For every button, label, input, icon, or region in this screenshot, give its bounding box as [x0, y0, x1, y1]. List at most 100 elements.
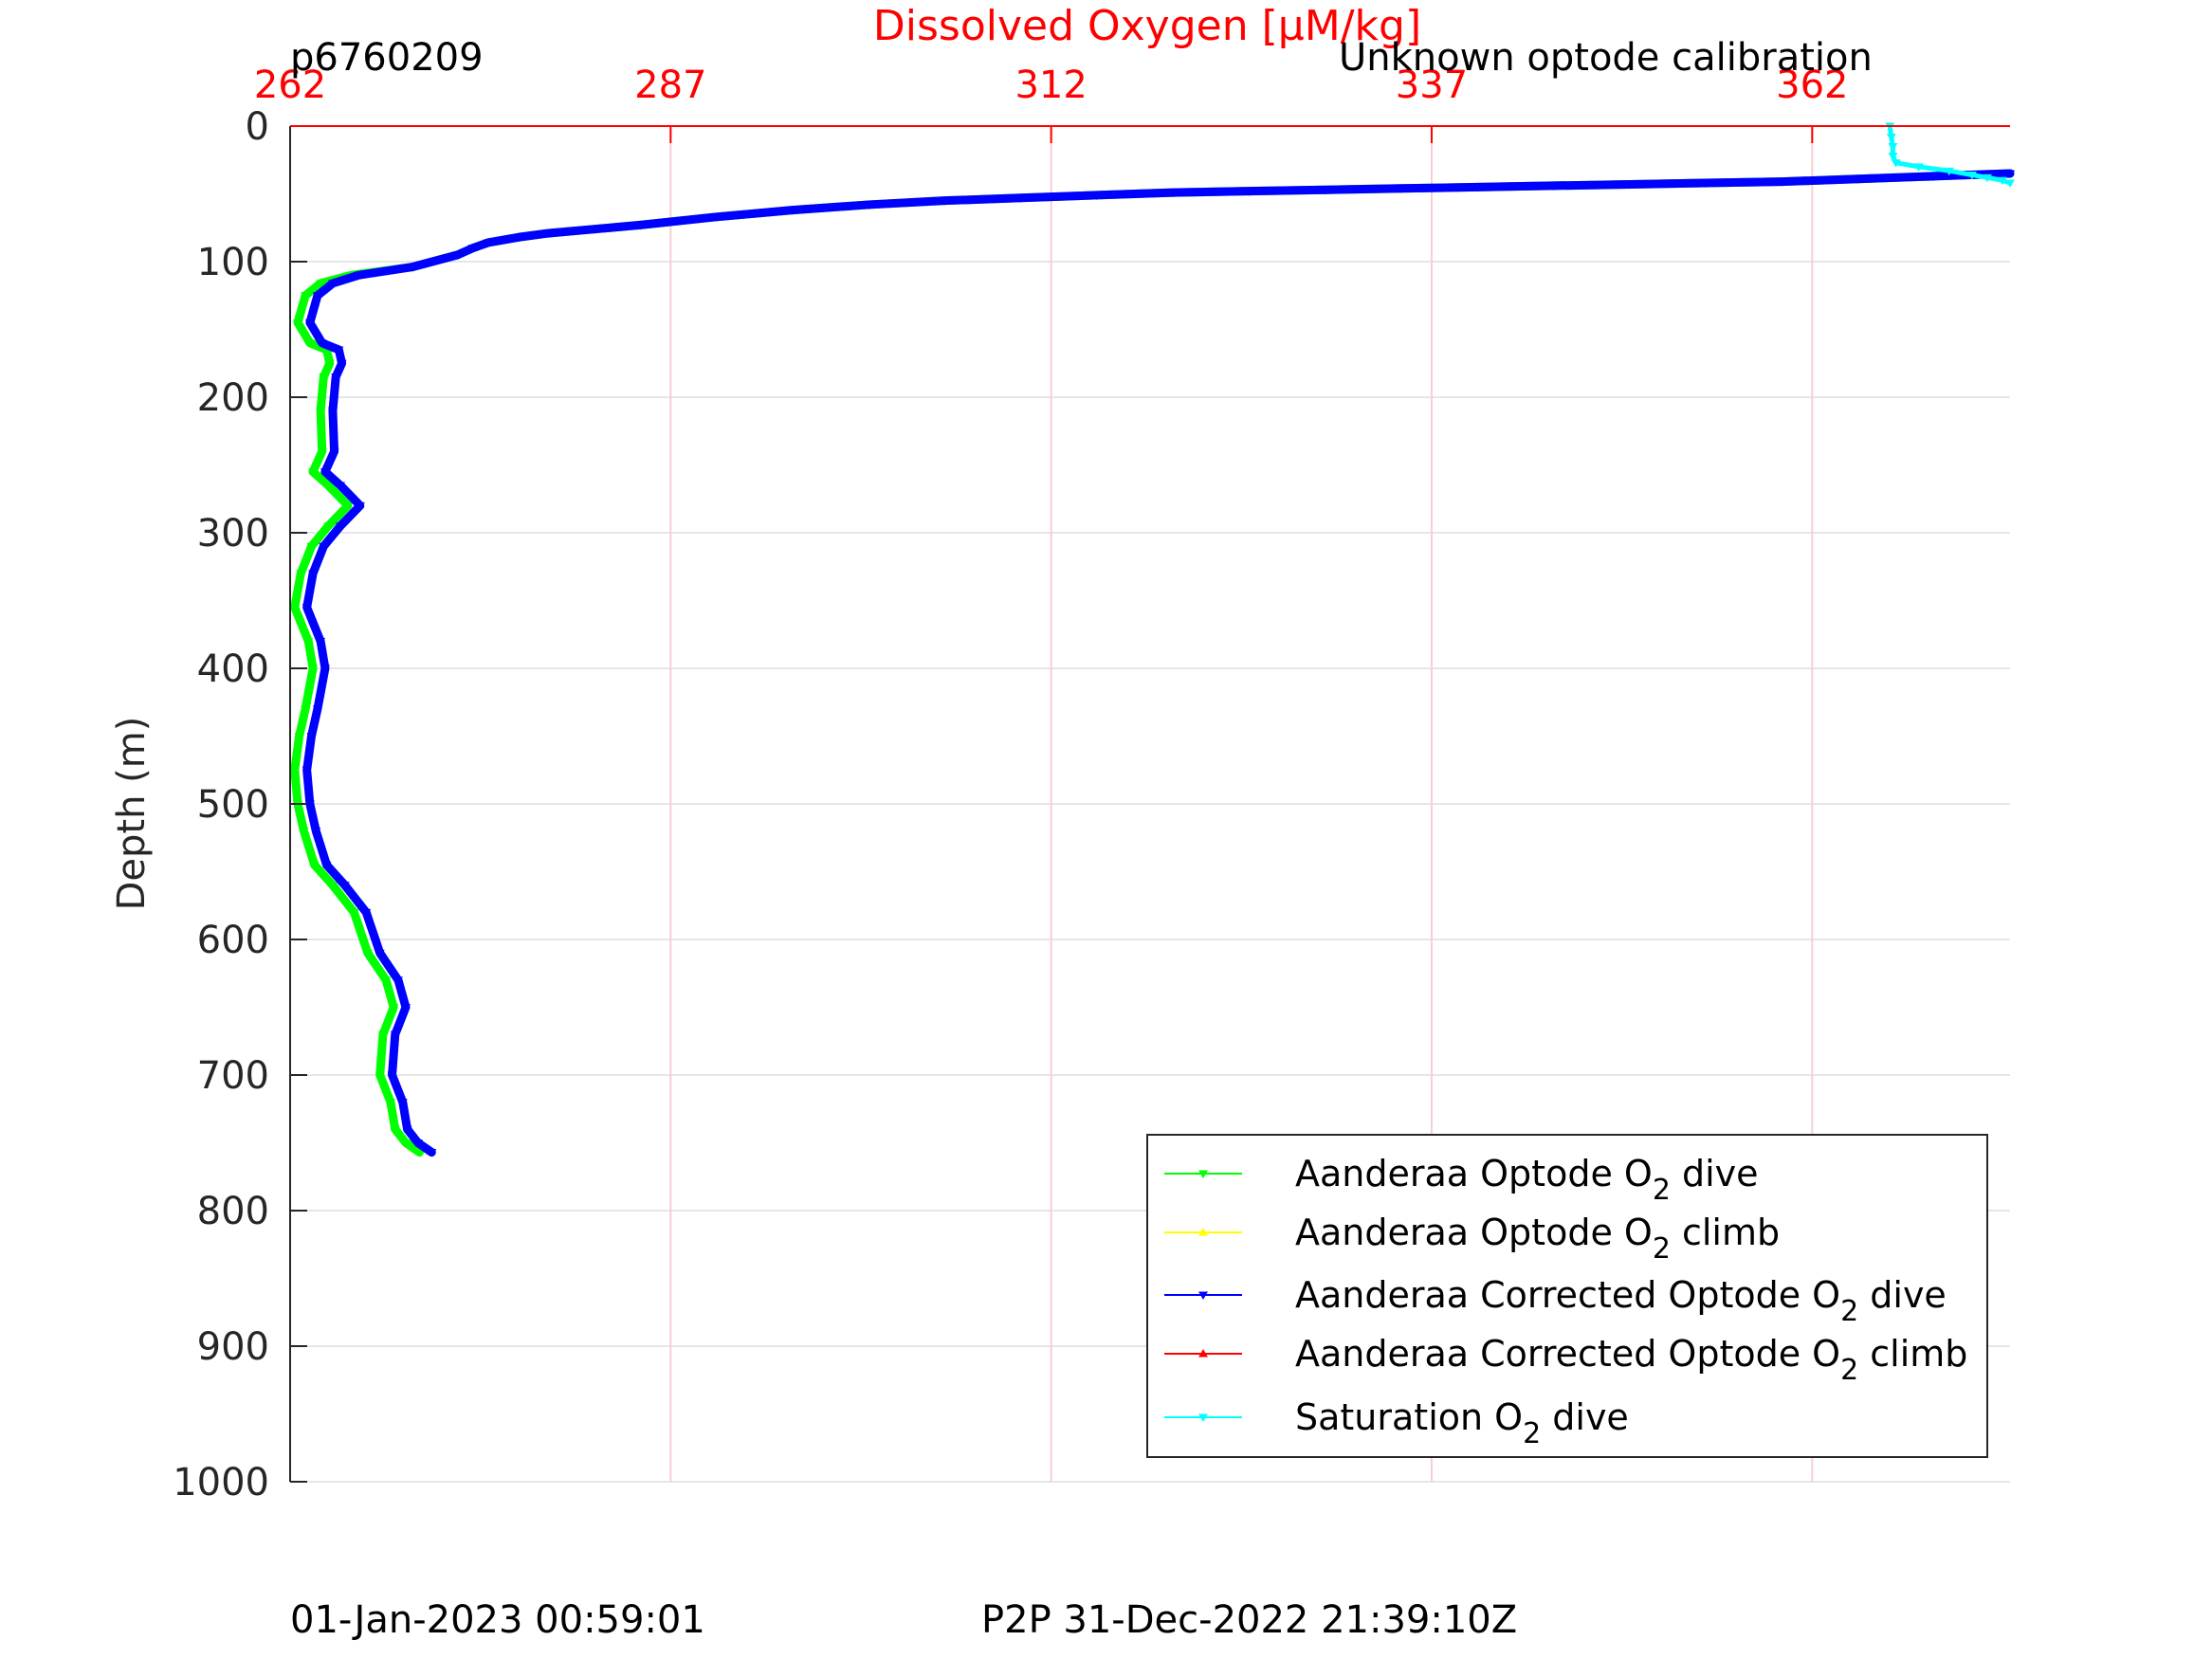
data-point	[304, 800, 315, 809]
legend-label: Saturation O2 dive	[1295, 1396, 1629, 1450]
data-point	[414, 1149, 425, 1158]
data-point	[483, 239, 493, 247]
data-point	[320, 665, 330, 673]
y-tick-label: 0	[246, 105, 269, 149]
x-tick-label: 287	[634, 64, 706, 107]
y-tick-label: 200	[197, 376, 269, 420]
y-tick-label: 900	[197, 1325, 269, 1369]
y-tick-label: 1000	[173, 1461, 269, 1504]
y-tick-label: 500	[197, 783, 269, 827]
data-point	[296, 570, 306, 578]
data-point	[324, 359, 335, 369]
data-point	[289, 604, 300, 612]
series-group	[289, 122, 2015, 1158]
data-point	[299, 828, 309, 836]
data-point	[362, 949, 373, 958]
legend-label: Aanderaa Corrected Optode O2 climb	[1295, 1333, 1967, 1387]
data-point	[306, 542, 317, 552]
data-point	[381, 976, 392, 985]
y-tick-label: 700	[197, 1054, 269, 1098]
x-tick-label: 312	[1015, 64, 1087, 107]
data-point	[1888, 142, 1898, 152]
series-line-surface	[548, 173, 2011, 234]
data-point	[1997, 176, 2007, 186]
data-point	[393, 976, 403, 985]
data-point	[339, 882, 350, 890]
data-point	[401, 1004, 411, 1012]
data-point	[1888, 152, 1898, 161]
data-point	[334, 346, 344, 355]
data-point	[513, 233, 523, 243]
data-point	[1886, 133, 1896, 142]
footer-p2p-timestamp: P2P 31-Dec-2022 21:39:10Z	[981, 1598, 1517, 1642]
data-point	[1913, 163, 1924, 172]
data-point	[289, 766, 300, 775]
data-point	[427, 1149, 437, 1158]
data-point	[397, 1099, 408, 1107]
data-point	[412, 1139, 423, 1148]
data-point	[327, 882, 338, 890]
data-point	[294, 733, 304, 741]
legend-label: Aanderaa Optode O2 dive	[1295, 1153, 1759, 1207]
profile-id-label: p6760209	[290, 36, 484, 80]
data-point	[349, 908, 359, 918]
data-point	[377, 1030, 388, 1040]
y-axis-label: Depth (m)	[110, 717, 154, 911]
tick-labels: 0 100 200 300 400 500 600 700 800 900 1000 262 287 31…	[173, 64, 1848, 1504]
legend-label: Aanderaa Optode O2 climb	[1295, 1212, 1780, 1266]
data-point	[337, 359, 347, 369]
data-point	[312, 705, 322, 714]
data-point	[452, 251, 463, 260]
data-point	[1891, 159, 1901, 168]
data-point	[319, 374, 329, 382]
data-point	[302, 604, 312, 612]
x-tick-label: 362	[1776, 64, 1848, 107]
data-point	[1982, 173, 1992, 183]
legend-marker	[1198, 1349, 1208, 1358]
data-point	[375, 1071, 385, 1080]
data-point	[329, 447, 339, 457]
y-tick-label: 300	[197, 512, 269, 556]
data-point	[331, 374, 341, 382]
data-point	[343, 501, 354, 511]
data-point	[301, 292, 311, 301]
data-point	[321, 861, 332, 870]
data-point	[304, 319, 315, 328]
data-point	[304, 339, 315, 348]
data-point	[308, 468, 319, 477]
data-point	[317, 339, 327, 348]
x-tick-label: 262	[254, 64, 326, 107]
data-point	[327, 280, 338, 288]
y-tick-label: 400	[197, 647, 269, 691]
data-point	[311, 828, 321, 836]
data-point	[302, 766, 312, 775]
data-point	[543, 229, 554, 238]
data-point	[335, 522, 345, 531]
data-point	[402, 1125, 412, 1135]
data-point	[309, 861, 320, 870]
data-point	[319, 542, 329, 552]
data-point	[303, 637, 314, 647]
data-point	[308, 665, 319, 673]
data-point	[301, 705, 311, 714]
data-point	[335, 482, 345, 490]
data-point	[1944, 167, 1954, 176]
legend-marker	[1198, 1413, 1208, 1422]
y-tick-label: 100	[197, 241, 269, 284]
data-point	[407, 264, 417, 272]
data-point	[312, 292, 322, 301]
data-point	[385, 1099, 395, 1107]
data-point	[316, 407, 326, 416]
legend-marker	[1198, 1291, 1208, 1300]
data-point	[308, 570, 319, 578]
data-point	[316, 280, 326, 288]
data-point	[323, 522, 334, 531]
data-point	[320, 468, 330, 477]
legend-marker	[1198, 1170, 1208, 1178]
data-point	[355, 501, 365, 511]
x-tick-label: 337	[1396, 64, 1468, 107]
data-point	[293, 319, 303, 328]
data-point	[354, 271, 364, 281]
